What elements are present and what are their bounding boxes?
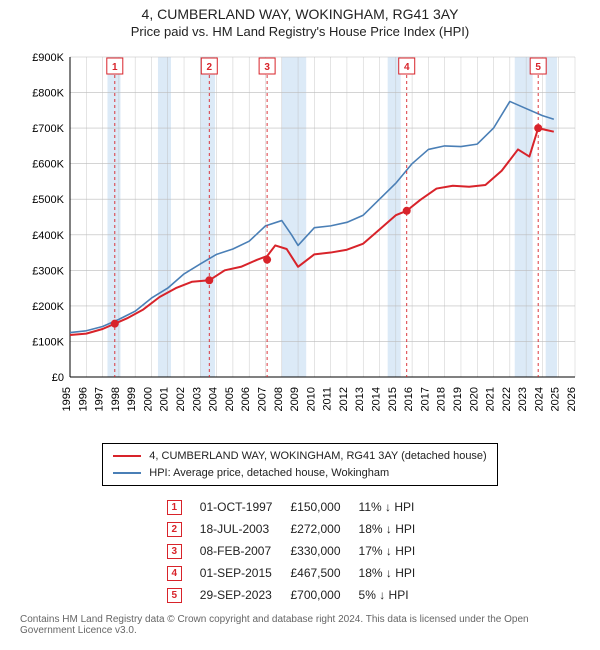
svg-text:£700K: £700K xyxy=(32,123,64,135)
svg-text:2011: 2011 xyxy=(322,387,334,411)
legend-row: HPI: Average price, detached house, Woki… xyxy=(113,465,486,482)
svg-text:£400K: £400K xyxy=(32,230,64,242)
page-title: 4, CUMBERLAND WAY, WOKINGHAM, RG41 3AY xyxy=(142,6,459,22)
svg-text:1997: 1997 xyxy=(94,387,106,411)
sale-delta: 5% ↓ HPI xyxy=(359,584,434,606)
svg-text:2016: 2016 xyxy=(403,387,415,411)
svg-text:2014: 2014 xyxy=(371,387,383,411)
sales-table: 1 01-OCT-1997£150,00011% ↓ HPI 2 18-JUL-200… xyxy=(167,496,433,606)
svg-text:2002: 2002 xyxy=(175,387,187,411)
svg-text:£500K: £500K xyxy=(32,194,64,206)
svg-text:2000: 2000 xyxy=(142,387,154,411)
svg-text:2001: 2001 xyxy=(159,387,171,411)
svg-text:2004: 2004 xyxy=(208,387,220,411)
sale-date: 01-OCT-1997 xyxy=(200,496,291,518)
sale-price: £700,000 xyxy=(290,584,358,606)
svg-text:2020: 2020 xyxy=(468,387,480,411)
sale-marker-icon: 2 xyxy=(167,522,182,537)
legend-label: 4, CUMBERLAND WAY, WOKINGHAM, RG41 3AY (… xyxy=(149,448,486,465)
sale-marker-icon: 3 xyxy=(167,544,182,559)
svg-text:2023: 2023 xyxy=(517,387,529,411)
svg-text:4: 4 xyxy=(404,62,410,73)
svg-text:3: 3 xyxy=(264,62,270,73)
footer-text: Contains HM Land Registry data © Crown c… xyxy=(20,614,580,636)
svg-text:2006: 2006 xyxy=(240,387,252,411)
svg-text:2021: 2021 xyxy=(485,387,497,411)
svg-text:5: 5 xyxy=(535,62,541,73)
svg-text:2008: 2008 xyxy=(273,387,285,411)
sale-date: 01-SEP-2015 xyxy=(200,562,291,584)
chart-legend: 4, CUMBERLAND WAY, WOKINGHAM, RG41 3AY (… xyxy=(102,443,497,486)
svg-text:1: 1 xyxy=(112,62,118,73)
svg-text:2005: 2005 xyxy=(224,387,236,411)
svg-text:£0: £0 xyxy=(52,372,64,384)
svg-text:2009: 2009 xyxy=(289,387,301,411)
table-row: 3 08-FEB-2007£330,00017% ↓ HPI xyxy=(167,540,433,562)
table-row: 1 01-OCT-1997£150,00011% ↓ HPI xyxy=(167,496,433,518)
table-row: 4 01-SEP-2015£467,50018% ↓ HPI xyxy=(167,562,433,584)
legend-swatch xyxy=(113,455,141,457)
svg-text:2025: 2025 xyxy=(550,387,562,411)
svg-text:1999: 1999 xyxy=(126,387,138,411)
svg-text:2026: 2026 xyxy=(566,387,578,411)
svg-text:2003: 2003 xyxy=(191,387,203,411)
svg-text:2024: 2024 xyxy=(533,387,545,411)
svg-text:1996: 1996 xyxy=(77,387,89,411)
svg-text:£800K: £800K xyxy=(32,88,64,100)
svg-text:£900K: £900K xyxy=(32,52,64,64)
svg-text:2013: 2013 xyxy=(354,387,366,411)
svg-text:£600K: £600K xyxy=(32,159,64,171)
sale-marker-icon: 1 xyxy=(167,500,182,515)
svg-text:2022: 2022 xyxy=(501,387,513,411)
sale-price: £330,000 xyxy=(290,540,358,562)
svg-text:1998: 1998 xyxy=(110,387,122,411)
svg-text:£300K: £300K xyxy=(32,265,64,277)
sale-price: £272,000 xyxy=(290,518,358,540)
page-subtitle: Price paid vs. HM Land Registry's House … xyxy=(131,24,469,39)
legend-label: HPI: Average price, detached house, Woki… xyxy=(149,465,389,482)
svg-text:2007: 2007 xyxy=(256,387,268,411)
svg-text:2018: 2018 xyxy=(436,387,448,411)
svg-text:2: 2 xyxy=(207,62,213,73)
svg-text:2010: 2010 xyxy=(305,387,317,411)
sale-delta: 18% ↓ HPI xyxy=(359,562,434,584)
svg-text:£200K: £200K xyxy=(32,301,64,313)
price-chart: £0 £100K £200K £300K £400K £500K £600K £700K £80… xyxy=(20,47,580,437)
sale-date: 08-FEB-2007 xyxy=(200,540,291,562)
svg-text:£100K: £100K xyxy=(32,336,64,348)
svg-text:2015: 2015 xyxy=(387,387,399,411)
svg-text:2019: 2019 xyxy=(452,387,464,411)
sale-delta: 11% ↓ HPI xyxy=(359,496,434,518)
svg-text:1995: 1995 xyxy=(61,387,73,411)
legend-swatch xyxy=(113,472,141,474)
table-row: 2 18-JUL-2003£272,00018% ↓ HPI xyxy=(167,518,433,540)
sale-price: £467,500 xyxy=(290,562,358,584)
sale-date: 29-SEP-2023 xyxy=(200,584,291,606)
svg-text:2012: 2012 xyxy=(338,387,350,411)
table-row: 5 29-SEP-2023£700,0005% ↓ HPI xyxy=(167,584,433,606)
sale-date: 18-JUL-2003 xyxy=(200,518,291,540)
sale-marker-icon: 4 xyxy=(167,566,182,581)
svg-text:2017: 2017 xyxy=(419,387,431,411)
legend-row: 4, CUMBERLAND WAY, WOKINGHAM, RG41 3AY (… xyxy=(113,448,486,465)
sale-price: £150,000 xyxy=(290,496,358,518)
sale-delta: 18% ↓ HPI xyxy=(359,518,434,540)
sale-delta: 17% ↓ HPI xyxy=(359,540,434,562)
chart-svg: £0 £100K £200K £300K £400K £500K £600K £700K £80… xyxy=(20,47,580,437)
sale-marker-icon: 5 xyxy=(167,588,182,603)
